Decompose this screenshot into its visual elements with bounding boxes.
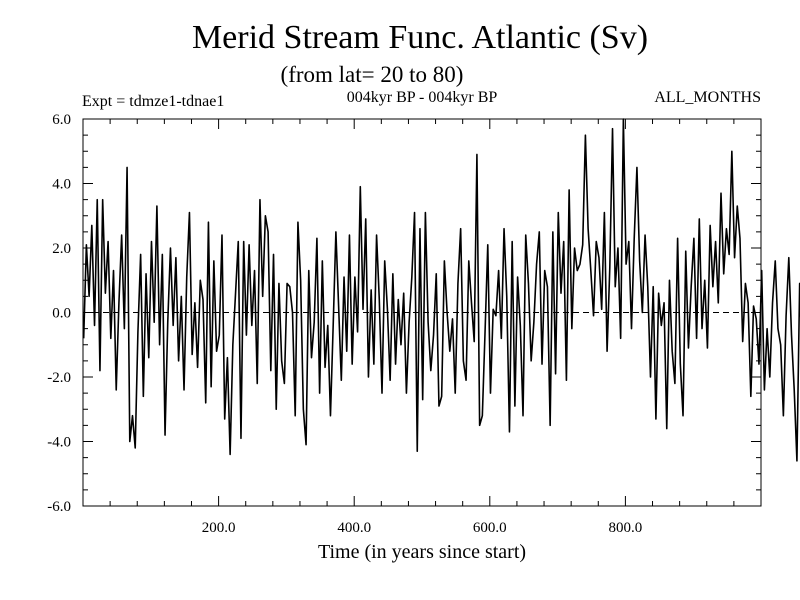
y-axis-tick-labels: -6.0 -4.0 -2.0 0.0 2.0 4.0 6.0 xyxy=(47,112,71,515)
period-label: 004kyr BP - 004kyr BP xyxy=(347,89,498,106)
chart-title: Merid Stream Func. Atlantic (Sv) xyxy=(192,19,648,56)
axis-ticks xyxy=(82,118,762,507)
chart-subtitle: (from lat= 20 to 80) xyxy=(281,62,464,87)
x-axis-label: Time (in years since start) xyxy=(318,541,526,563)
y-tick-label: -2.0 xyxy=(47,370,71,386)
y-tick-label: 2.0 xyxy=(52,241,71,257)
experiment-label: Expt = tdmze1-tdnae1 xyxy=(82,93,224,110)
y-tick-label: 6.0 xyxy=(52,112,71,128)
x-tick-label: 400.0 xyxy=(337,520,371,536)
x-axis-tick-labels: 200.0 400.0 600.0 800.0 xyxy=(202,520,643,536)
x-tick-label: 800.0 xyxy=(609,520,643,536)
y-tick-label: -4.0 xyxy=(47,435,71,451)
y-tick-label: -6.0 xyxy=(47,499,71,515)
season-label: ALL_MONTHS xyxy=(654,89,761,106)
y-tick-label: 0.0 xyxy=(52,306,71,322)
y-tick-label: 4.0 xyxy=(52,177,71,193)
x-tick-label: 600.0 xyxy=(473,520,507,536)
series-line xyxy=(82,118,800,462)
x-tick-label: 200.0 xyxy=(202,520,236,536)
